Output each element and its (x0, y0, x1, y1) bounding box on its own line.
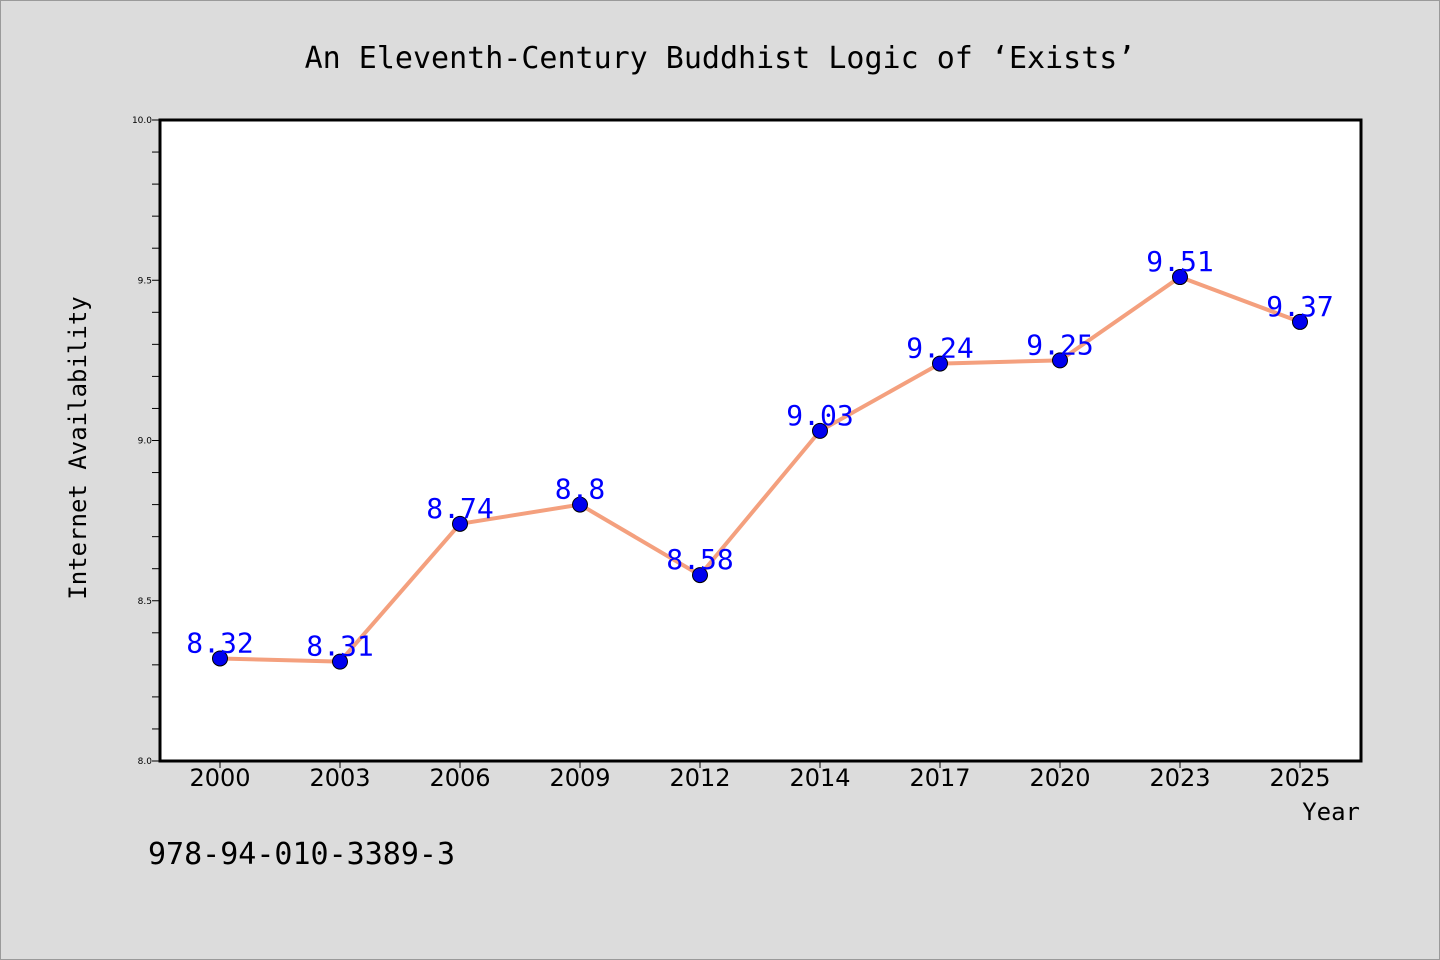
x-tick-label: 2000 (189, 764, 250, 792)
x-tick-label: 2012 (669, 764, 730, 792)
y-tick-label: 8.0 (138, 757, 153, 767)
data-point (332, 653, 348, 670)
data-label: 9.37 (1266, 290, 1333, 323)
x-tick-label: 2020 (1029, 764, 1090, 792)
data-point (1292, 313, 1308, 330)
data-point (212, 650, 228, 667)
chart-title: An Eleventh-Century Buddhist Logic of ‘E… (305, 41, 1136, 76)
y-axis: 8.0 8.5 9.0 9.5 10.0 (132, 116, 160, 767)
y-tick-label: 10.0 (132, 116, 152, 126)
y-axis-label: Internet Availability (64, 296, 92, 599)
x-tick-label: 2006 (429, 764, 490, 792)
data-point (572, 496, 588, 513)
data-label: 8.58 (666, 543, 733, 576)
x-axis: 2000 2003 2006 2009 2012 2014 2017 2020 2023 2025 (189, 761, 1331, 792)
data-point (452, 515, 468, 532)
data-label: 9.51 (1146, 245, 1213, 278)
data-label: 9.24 (906, 332, 973, 365)
data-label: 8.74 (426, 492, 493, 525)
data-point (1172, 269, 1188, 286)
x-tick-label: 2025 (1269, 764, 1330, 792)
x-tick-label: 2014 (789, 764, 850, 792)
series-layer: 8.32 8.31 8.74 8.8 8.58 9.03 9.24 9.25 9.51 9.37 (186, 245, 1334, 670)
x-tick-label: 2003 (309, 764, 370, 792)
data-point (1052, 352, 1068, 369)
data-point (812, 422, 828, 439)
data-label: 8.32 (186, 626, 253, 659)
isbn-text: 978-94-010-3389-3 (148, 837, 455, 872)
x-tick-label: 2023 (1149, 764, 1210, 792)
plot-area (158, 118, 1363, 763)
data-label: 8.8 (555, 473, 606, 506)
series-line (219, 275, 1301, 664)
x-axis-label: Year (1302, 798, 1360, 826)
data-label: 9.03 (786, 399, 853, 432)
y-tick-label: 9.0 (138, 437, 153, 447)
data-point (692, 567, 708, 584)
data-label: 9.25 (1026, 328, 1093, 361)
data-point (932, 355, 948, 372)
x-tick-label: 2017 (909, 764, 970, 792)
y-tick-label: 8.5 (138, 597, 152, 607)
y-tick-label: 9.5 (138, 276, 152, 286)
data-label: 8.31 (306, 630, 373, 663)
x-tick-label: 2009 (549, 764, 610, 792)
